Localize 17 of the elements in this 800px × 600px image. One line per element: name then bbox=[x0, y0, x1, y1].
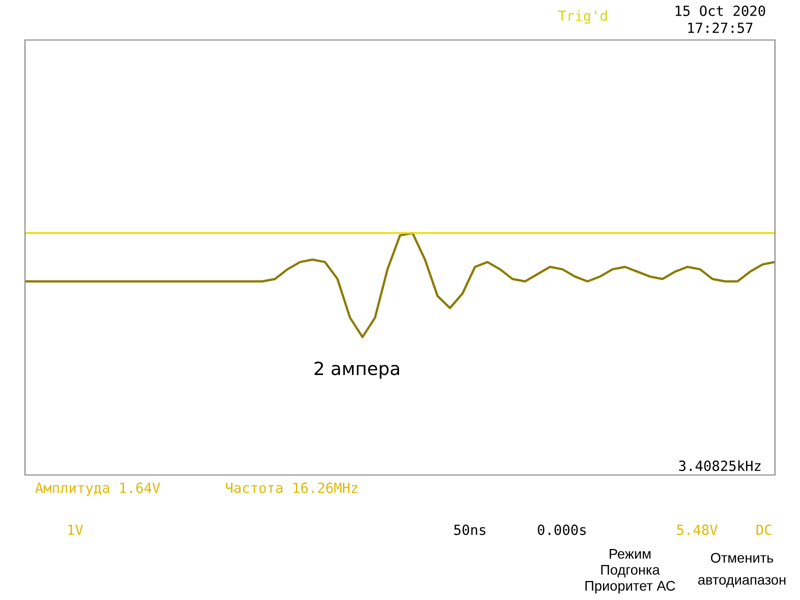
text: 17:27:57 bbox=[688, 22, 752, 34]
text: 50ns bbox=[454, 524, 486, 536]
text: Режим bbox=[610, 549, 650, 559]
annotation: 3.40825kHz bbox=[679, 460, 760, 472]
text: DC bbox=[756, 524, 772, 536]
text: Trig'd bbox=[558, 10, 607, 24]
text: 5.48V bbox=[677, 524, 718, 536]
text: 15 Oct 2020 bbox=[676, 6, 766, 16]
text: Амплитуда 1.64V bbox=[35, 482, 160, 496]
text: 1V bbox=[68, 524, 83, 535]
text: автодиапазон bbox=[698, 577, 786, 588]
text: Отменить bbox=[710, 552, 774, 563]
text: Частота 16.26MHz bbox=[226, 482, 358, 494]
text: 0.000s bbox=[538, 524, 586, 536]
text: Приоритет АС bbox=[585, 580, 676, 594]
text: Подгонка bbox=[601, 565, 660, 578]
annotation: 2 ампера bbox=[314, 362, 400, 379]
